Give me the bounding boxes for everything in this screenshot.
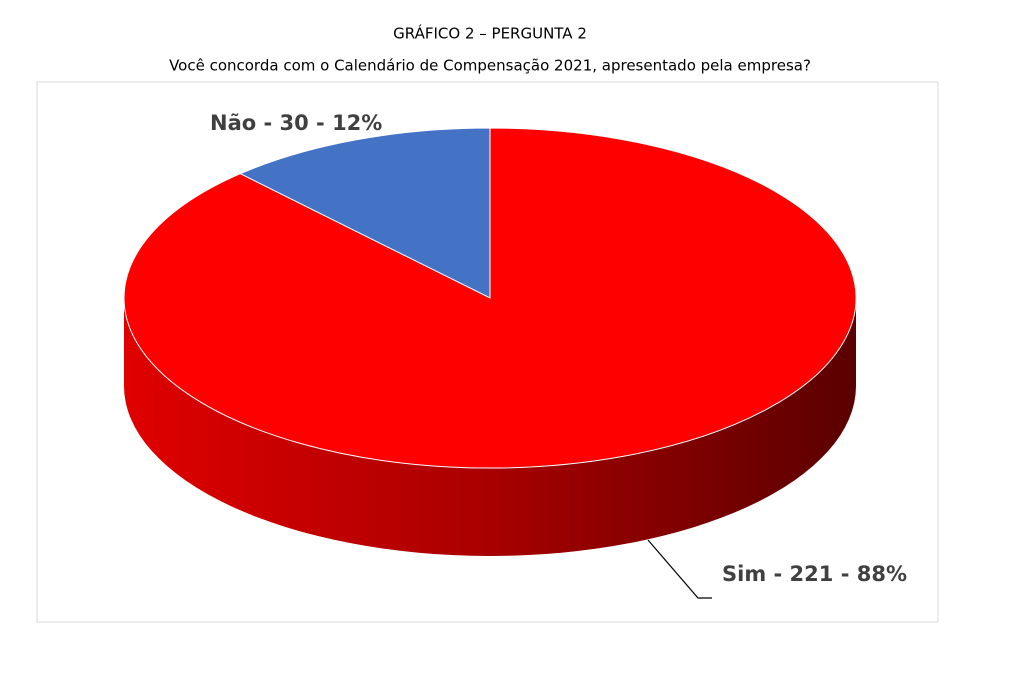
leader-line	[647, 539, 712, 599]
chart-title: GRÁFICO 2 – PERGUNTA 2	[393, 24, 587, 43]
slice	[123, 127, 857, 469]
data-label: Sim - 221 - 88%	[722, 562, 907, 586]
data-label: Não - 30 - 12%	[210, 111, 382, 135]
pie	[123, 127, 857, 556]
slice-side	[124, 298, 856, 556]
chart-subtitle: Você concorda com o Calendário de Compen…	[169, 57, 811, 75]
slice	[239, 127, 491, 299]
chart-frame	[36, 81, 939, 623]
